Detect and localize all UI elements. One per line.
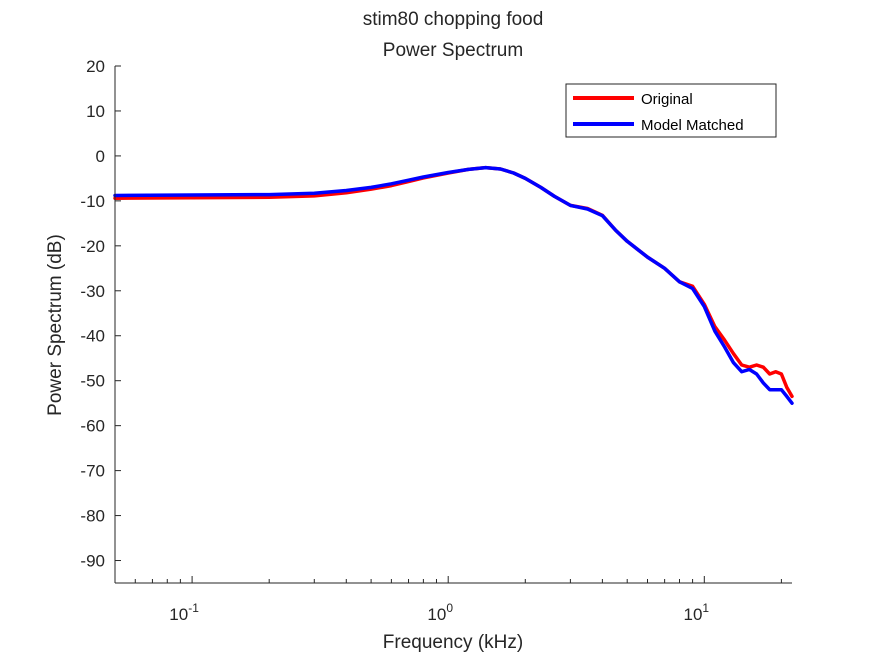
- x-axis-ticks: 10-1 100 101: [114, 576, 782, 624]
- x-tick-label: 10-1: [169, 601, 199, 624]
- y-axis-ticks: 20 10 0 -10 -20 -30 -40 -50 -60 -70 -80 -90: [80, 57, 121, 571]
- series-line-model-matched: [113, 165, 794, 405]
- x-axis-label: Frequency (kHz): [383, 632, 523, 653]
- chart-title-line1: stim80 chopping food: [363, 9, 544, 30]
- y-tick-label: -40: [80, 327, 105, 346]
- x-tick-label: 101: [683, 601, 709, 624]
- y-tick-label: -10: [80, 192, 105, 211]
- y-tick-label: 20: [86, 57, 105, 76]
- y-tick-label: 10: [86, 102, 105, 121]
- x-tick-exponent: -1: [188, 601, 199, 615]
- y-tick-label: -80: [80, 507, 105, 526]
- x-tick-label: 100: [427, 601, 453, 624]
- legend-box: [565, 83, 777, 138]
- y-tick-label: -60: [80, 417, 105, 436]
- legend-label-model-matched: Model Matched: [641, 117, 744, 134]
- y-tick-label: -90: [80, 552, 105, 571]
- x-tick-exponent: 0: [446, 601, 453, 615]
- y-tick-label: -70: [80, 462, 105, 481]
- legend: Original Model Matched: [565, 83, 777, 138]
- x-tick-exponent: 1: [702, 601, 709, 615]
- y-tick-label: 0: [96, 147, 105, 166]
- series-lines: [113, 165, 794, 405]
- y-tick-label: -50: [80, 372, 105, 391]
- chart-title-line2: Power Spectrum: [383, 40, 523, 61]
- legend-label-original: Original: [641, 91, 693, 108]
- y-axis-label: Power Spectrum (dB): [45, 234, 66, 416]
- x-tick-base: 10: [427, 605, 446, 624]
- x-tick-base: 10: [683, 605, 702, 624]
- x-tick-base: 10: [169, 605, 188, 624]
- y-tick-label: -30: [80, 282, 105, 301]
- y-tick-label: -20: [80, 237, 105, 256]
